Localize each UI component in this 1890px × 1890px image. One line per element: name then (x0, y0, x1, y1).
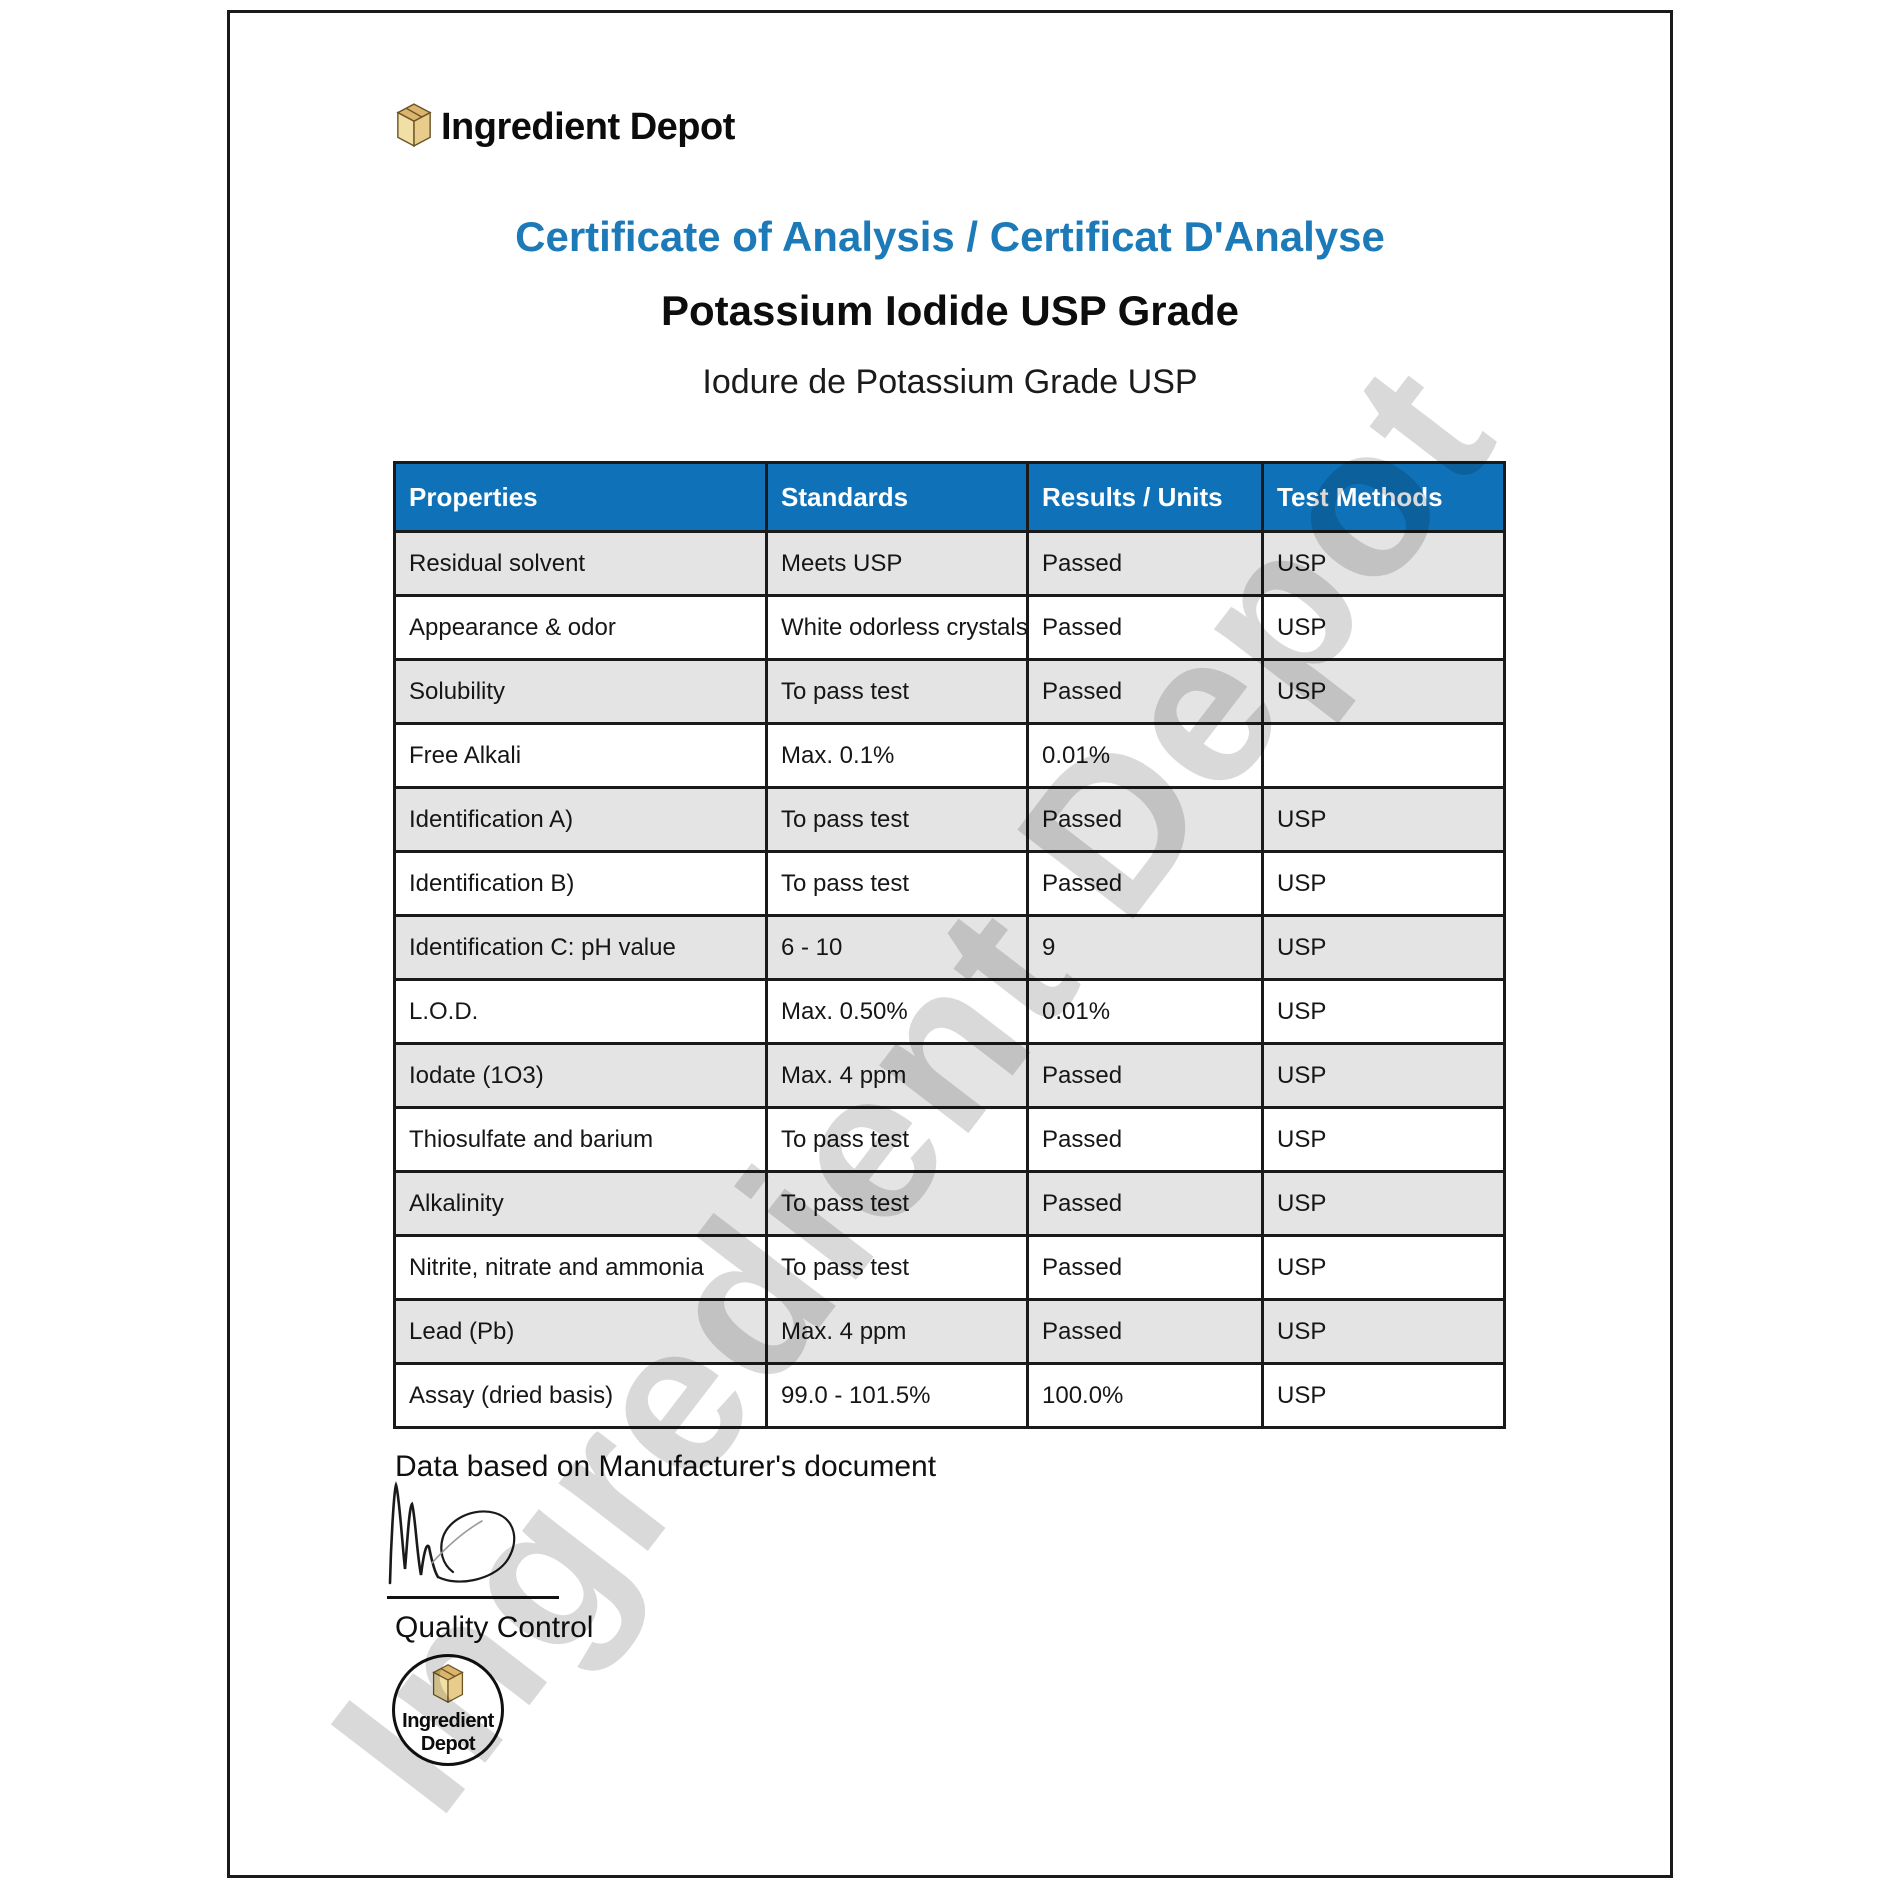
table-cell: Passed (1026, 1170, 1264, 1237)
table-cell: To pass test (765, 850, 1029, 917)
table-cell: USP (1261, 594, 1506, 661)
stamp-text-line1: Ingredient (402, 1710, 494, 1732)
table-row: Residual solvent Meets USP Passed USP (393, 530, 1506, 597)
table-cell: USP (1261, 850, 1506, 917)
table-cell: Identification B) (393, 850, 768, 917)
column-header-properties: Properties (393, 461, 768, 533)
table-cell: Passed (1026, 850, 1264, 917)
table-cell: 0.01% (1026, 722, 1264, 789)
stamp-text-line2: Depot (420, 1733, 476, 1755)
carton-box-icon (395, 103, 433, 152)
table-cell: Nitrite, nitrate and ammonia (393, 1234, 768, 1301)
table-cell: USP (1261, 786, 1506, 853)
signature-line (387, 1596, 559, 1599)
table-cell: Max. 0.50% (765, 978, 1029, 1045)
analysis-table: Properties Standards Results / Units Tes… (393, 461, 1506, 1429)
table-cell: Passed (1026, 594, 1264, 661)
table-cell (1261, 722, 1506, 789)
table-row: Solubility To pass test Passed USP (393, 658, 1506, 725)
table-cell: L.O.D. (393, 978, 768, 1045)
table-cell: 0.01% (1026, 978, 1264, 1045)
table-cell: Solubility (393, 658, 768, 725)
table-row: Thiosulfate and barium To pass test Passed… (393, 1106, 1506, 1173)
table-row: Identification C: pH value 6 - 10 9 USP (393, 914, 1506, 981)
brand-logo: Ingredient Depot (395, 103, 735, 152)
table-cell: USP (1261, 1298, 1506, 1365)
table-cell: Iodate (1O3) (393, 1042, 768, 1109)
table-row: Assay (dried basis) 99.0 - 101.5% 100.0% US… (393, 1362, 1506, 1429)
table-cell: Passed (1026, 530, 1264, 597)
table-cell: Assay (dried basis) (393, 1362, 768, 1429)
table-cell: Max. 0.1% (765, 722, 1029, 789)
table-cell: 9 (1026, 914, 1264, 981)
table-row: Appearance & odor White odorless crystals… (393, 594, 1506, 661)
table-cell: To pass test (765, 1106, 1029, 1173)
table-cell: Passed (1026, 1042, 1264, 1109)
table-cell: USP (1261, 658, 1506, 725)
table-cell: 6 - 10 (765, 914, 1029, 981)
table-cell: Alkalinity (393, 1170, 768, 1237)
table-cell: USP (1261, 1042, 1506, 1109)
table-cell: To pass test (765, 658, 1029, 725)
table-cell: 100.0% (1026, 1362, 1264, 1429)
table-cell: USP (1261, 1234, 1506, 1301)
table-header: Properties Standards Results / Units Tes… (393, 461, 1506, 533)
manufacturer-note: Data based on Manufacturer's document (395, 1450, 937, 1483)
table-cell: Lead (Pb) (393, 1298, 768, 1365)
table-row: L.O.D. Max. 0.50% 0.01% USP (393, 978, 1506, 1045)
certificate-title: Certificate of Analysis / Certificat D'A… (515, 213, 1385, 260)
product-title-french: Iodure de Potassium Grade USP (702, 363, 1198, 401)
table-cell: Identification A) (393, 786, 768, 853)
carton-box-icon (431, 1664, 465, 1710)
product-title: Potassium Iodide USP Grade (660, 287, 1240, 334)
table-cell: Appearance & odor (393, 594, 768, 661)
table-row: Iodate (1O3) Max. 4 ppm Passed USP (393, 1042, 1506, 1109)
table-cell: USP (1261, 978, 1506, 1045)
table-cell: Max. 4 ppm (765, 1042, 1029, 1109)
table-row: Lead (Pb) Max. 4 ppm Passed USP (393, 1298, 1506, 1365)
table-cell: USP (1261, 914, 1506, 981)
quality-control-label: Quality Control (395, 1611, 594, 1644)
table-row: Identification B) To pass test Passed USP (393, 850, 1506, 917)
handwritten-signature (382, 1479, 582, 1596)
table-cell: Passed (1026, 1298, 1264, 1365)
table-cell: To pass test (765, 1234, 1029, 1301)
table-cell: White odorless crystals (765, 594, 1029, 661)
table-cell: Passed (1026, 658, 1264, 725)
column-header-results-units: Results / Units (1026, 461, 1264, 533)
table-cell: Identification C: pH value (393, 914, 768, 981)
table-cell: Passed (1026, 786, 1264, 853)
table-body: Residual solvent Meets USP Passed USP Appear… (393, 530, 1506, 1429)
table-row: Free Alkali Max. 0.1% 0.01% (393, 722, 1506, 789)
table-cell: Thiosulfate and barium (393, 1106, 768, 1173)
table-cell: Passed (1026, 1106, 1264, 1173)
table-cell: USP (1261, 1170, 1506, 1237)
table-cell: To pass test (765, 1170, 1029, 1237)
table-row: Identification A) To pass test Passed USP (393, 786, 1506, 853)
brand-name: Ingredient Depot (441, 106, 735, 148)
table-header-row: Properties Standards Results / Units Tes… (393, 461, 1506, 533)
table-cell: USP (1261, 1362, 1506, 1429)
table-cell: Max. 4 ppm (765, 1298, 1029, 1365)
table-cell: 99.0 - 101.5% (765, 1362, 1029, 1429)
table-cell: To pass test (765, 786, 1029, 853)
column-header-standards: Standards (765, 461, 1029, 533)
company-stamp: Ingredient Depot (392, 1654, 504, 1766)
table-row: Nitrite, nitrate and ammonia To pass test… (393, 1234, 1506, 1301)
table-cell: Meets USP (765, 530, 1029, 597)
table-cell: USP (1261, 1106, 1506, 1173)
table-cell: Passed (1026, 1234, 1264, 1301)
certificate-page: Ingredient Depot Certificate of Analysis… (227, 10, 1673, 1878)
table-cell: Free Alkali (393, 722, 768, 789)
column-header-test-methods: Test Methods (1261, 461, 1506, 533)
table-cell: USP (1261, 530, 1506, 597)
table-cell: Residual solvent (393, 530, 768, 597)
table-row: Alkalinity To pass test Passed USP (393, 1170, 1506, 1237)
